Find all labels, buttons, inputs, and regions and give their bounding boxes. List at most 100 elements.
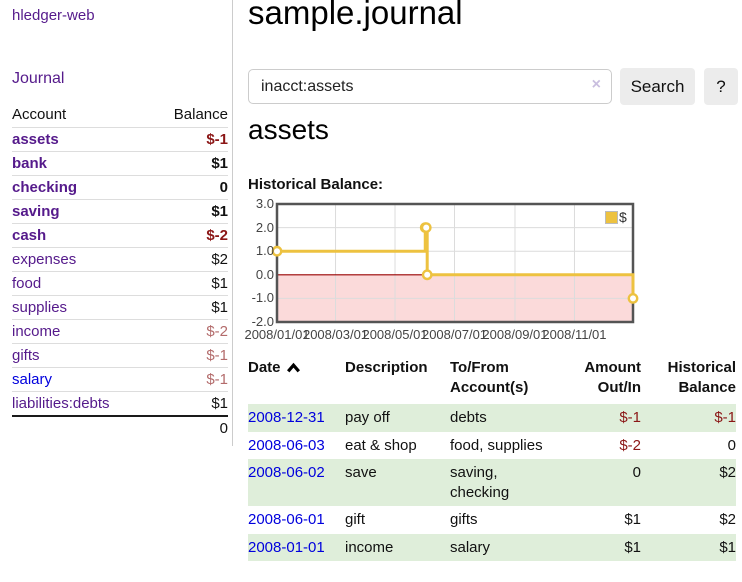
x-axis-tick: 2008/11/01: [542, 327, 607, 342]
y-axis-tick: 2.0: [255, 219, 274, 235]
accounts-header-account: Account: [12, 106, 67, 123]
search-input[interactable]: [248, 69, 612, 104]
accounts-total-balance: 0: [219, 420, 228, 437]
transaction-balance: $-1: [714, 409, 736, 426]
legend-swatch-icon: [605, 211, 618, 224]
transaction-accounts: food, supplies: [450, 436, 543, 454]
account-link-bank[interactable]: bank: [12, 155, 48, 172]
sort-ascending-icon: [286, 362, 300, 373]
transaction-description: save: [345, 464, 377, 481]
sidebar: hledger-web Journal Account Balance asse…: [0, 0, 233, 446]
transaction-description: income: [345, 538, 394, 556]
page-title: sample.journal: [248, 0, 463, 31]
account-link-expenses[interactable]: expenses: [12, 251, 77, 268]
account-link-cash[interactable]: cash: [12, 227, 47, 244]
transaction-date-link[interactable]: 2008-01-01: [248, 538, 325, 556]
account-row: expenses $2: [12, 247, 228, 272]
register-column-historical: Historical Balance: [667, 359, 736, 396]
chart-canvas[interactable]: [248, 202, 742, 350]
account-link-liabilities-debts[interactable]: liabilities:debts: [12, 395, 110, 412]
transaction-accounts: salary: [450, 538, 491, 556]
register-row: 2008-06-01 gift gifts $1 $2: [248, 506, 736, 534]
accounts-total-row: 0: [12, 416, 228, 440]
legend-label: $: [619, 209, 627, 225]
transaction-amount: $-1: [619, 409, 641, 426]
transaction-date-link[interactable]: 2008-06-02: [248, 464, 325, 481]
search-form: × Search ?: [248, 68, 742, 105]
accounts-table: Account Balance assets $-1 bank $1 checking 0…: [12, 103, 228, 440]
chart-legend: $: [605, 209, 627, 225]
register-column-tofrom: To/From Account(s): [450, 359, 529, 396]
x-axis-tick: 2008/05/01: [362, 327, 428, 342]
transaction-description: gift: [345, 511, 366, 528]
register-column-description: Description: [345, 359, 428, 376]
register-row: 2008-01-01 income salary $1 $1: [248, 533, 736, 561]
y-axis-tick: 3.0: [255, 196, 274, 211]
transaction-balance: $2: [719, 464, 736, 481]
historical-balance-chart[interactable]: 3.0 2.0 1.0 0.0 -1.0 -2.0 2008/01/01 2008/03/01…: [244, 196, 742, 350]
transaction-accounts: saving, checking: [450, 464, 510, 501]
account-link-saving[interactable]: saving: [12, 203, 60, 220]
account-balance: $-1: [206, 371, 228, 388]
account-balance: $-2: [206, 323, 228, 340]
account-link-salary[interactable]: salary: [12, 371, 53, 388]
account-balance: $2: [211, 251, 228, 268]
sidebar-item-journal[interactable]: Journal: [12, 70, 65, 87]
account-balance: $-1: [206, 131, 228, 148]
register-column-date[interactable]: Date: [248, 358, 345, 404]
account-row: liabilities:debts $1: [12, 391, 228, 417]
transaction-description: eat & shop: [345, 436, 417, 454]
account-link-supplies[interactable]: supplies: [12, 299, 68, 316]
transaction-amount: 0: [632, 464, 641, 481]
register-row: 2008-06-02 save saving, checking 0 $2: [248, 459, 736, 506]
y-axis-tick: 0.0: [255, 266, 274, 282]
account-balance: 0: [219, 179, 228, 196]
transaction-amount: $1: [624, 511, 641, 528]
app-brand-link[interactable]: hledger-web: [12, 7, 95, 24]
account-row: food $1: [12, 271, 228, 296]
account-row: salary $-1: [12, 367, 228, 392]
transaction-date-link[interactable]: 2008-06-01: [248, 511, 325, 528]
account-balance: $1: [211, 155, 228, 172]
transaction-accounts: debts: [450, 409, 487, 426]
transaction-balance: $1: [719, 538, 736, 556]
account-row: cash $-2: [12, 223, 228, 248]
transaction-balance: $2: [719, 511, 736, 528]
register-row: 2008-06-03 eat & shop food, supplies $-2 0: [248, 432, 736, 460]
transaction-date-link[interactable]: 2008-06-03: [248, 436, 325, 454]
search-button[interactable]: Search: [620, 68, 695, 105]
account-balance: $-2: [206, 227, 228, 244]
account-balance: $1: [211, 299, 228, 316]
register-table: Date Description To/From Account(s) Amount …: [248, 358, 736, 561]
x-axis-tick: 2008/07/01: [421, 327, 488, 342]
account-link-food[interactable]: food: [12, 275, 42, 292]
account-link-assets[interactable]: assets: [12, 131, 59, 148]
account-row: bank $1: [12, 151, 228, 176]
account-balance: $1: [211, 203, 228, 220]
account-link-gifts[interactable]: gifts: [12, 347, 40, 364]
account-link-income[interactable]: income: [12, 323, 61, 340]
y-axis-tick: -2.0: [251, 314, 274, 329]
transaction-accounts: gifts: [450, 511, 478, 528]
help-button[interactable]: ?: [704, 68, 738, 105]
transaction-amount: $-2: [619, 436, 641, 454]
transaction-description: pay off: [345, 409, 390, 426]
transaction-amount: $1: [624, 538, 641, 556]
y-axis-tick: 1.0: [255, 243, 274, 259]
account-balance: $1: [211, 395, 228, 412]
chart-title: Historical Balance:: [248, 176, 384, 193]
transaction-date-link[interactable]: 2008-12-31: [248, 409, 325, 426]
account-row: gifts $-1: [12, 343, 228, 368]
account-heading: assets: [248, 114, 329, 145]
register-row: 2008-12-31 pay off debts $-1 $-1: [248, 404, 736, 432]
account-row: supplies $1: [12, 295, 228, 320]
account-row: saving $1: [12, 199, 228, 224]
account-balance: $-1: [206, 347, 228, 364]
account-row: checking 0: [12, 175, 228, 200]
y-axis-tick: -1.0: [251, 290, 274, 306]
x-axis-tick: 2008/03/01: [302, 327, 369, 342]
clear-search-icon[interactable]: ×: [591, 76, 601, 93]
account-row: assets $-1: [12, 127, 228, 152]
x-axis-tick: 2008/09/01: [482, 327, 548, 342]
account-link-checking[interactable]: checking: [12, 179, 78, 196]
